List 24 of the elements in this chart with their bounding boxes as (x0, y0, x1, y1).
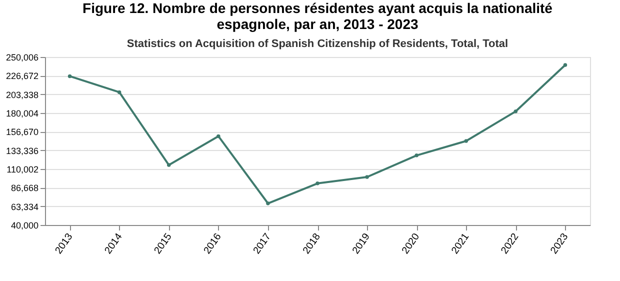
point (166, 163, 171, 167)
point (117, 90, 122, 94)
y-tick-label: 180,004 (6, 108, 38, 118)
y-tick-label: 250,006 (6, 52, 38, 62)
point (316, 182, 320, 186)
y-tick-label: 156,670 (6, 127, 38, 138)
y-tick-label: 133,336 (6, 146, 38, 156)
y-tick-label: 40,000 (10, 220, 38, 230)
point (365, 175, 369, 179)
point (266, 202, 270, 206)
y-tick-label: 203,338 (6, 90, 38, 100)
point (464, 139, 468, 143)
y-tick-label: 63,334 (10, 202, 38, 212)
text: Figure 12. Nombre de personnes résidentes ayant acquis la nationalité (82, 0, 552, 16)
y-tick-label: 226,672 (6, 71, 38, 82)
text: espagnole, par an, 2013 - 2023 (216, 16, 418, 32)
chart-subtitle: Statistics on Acquisition of Spanish Citizenship of Residents, Total, Total (126, 38, 508, 50)
y-tick-label: 110,002 (6, 164, 38, 174)
point (514, 110, 518, 114)
point (216, 134, 220, 138)
y-tick-label: 86,668 (10, 183, 38, 194)
point (68, 74, 72, 78)
point (414, 154, 418, 158)
point (563, 63, 568, 67)
